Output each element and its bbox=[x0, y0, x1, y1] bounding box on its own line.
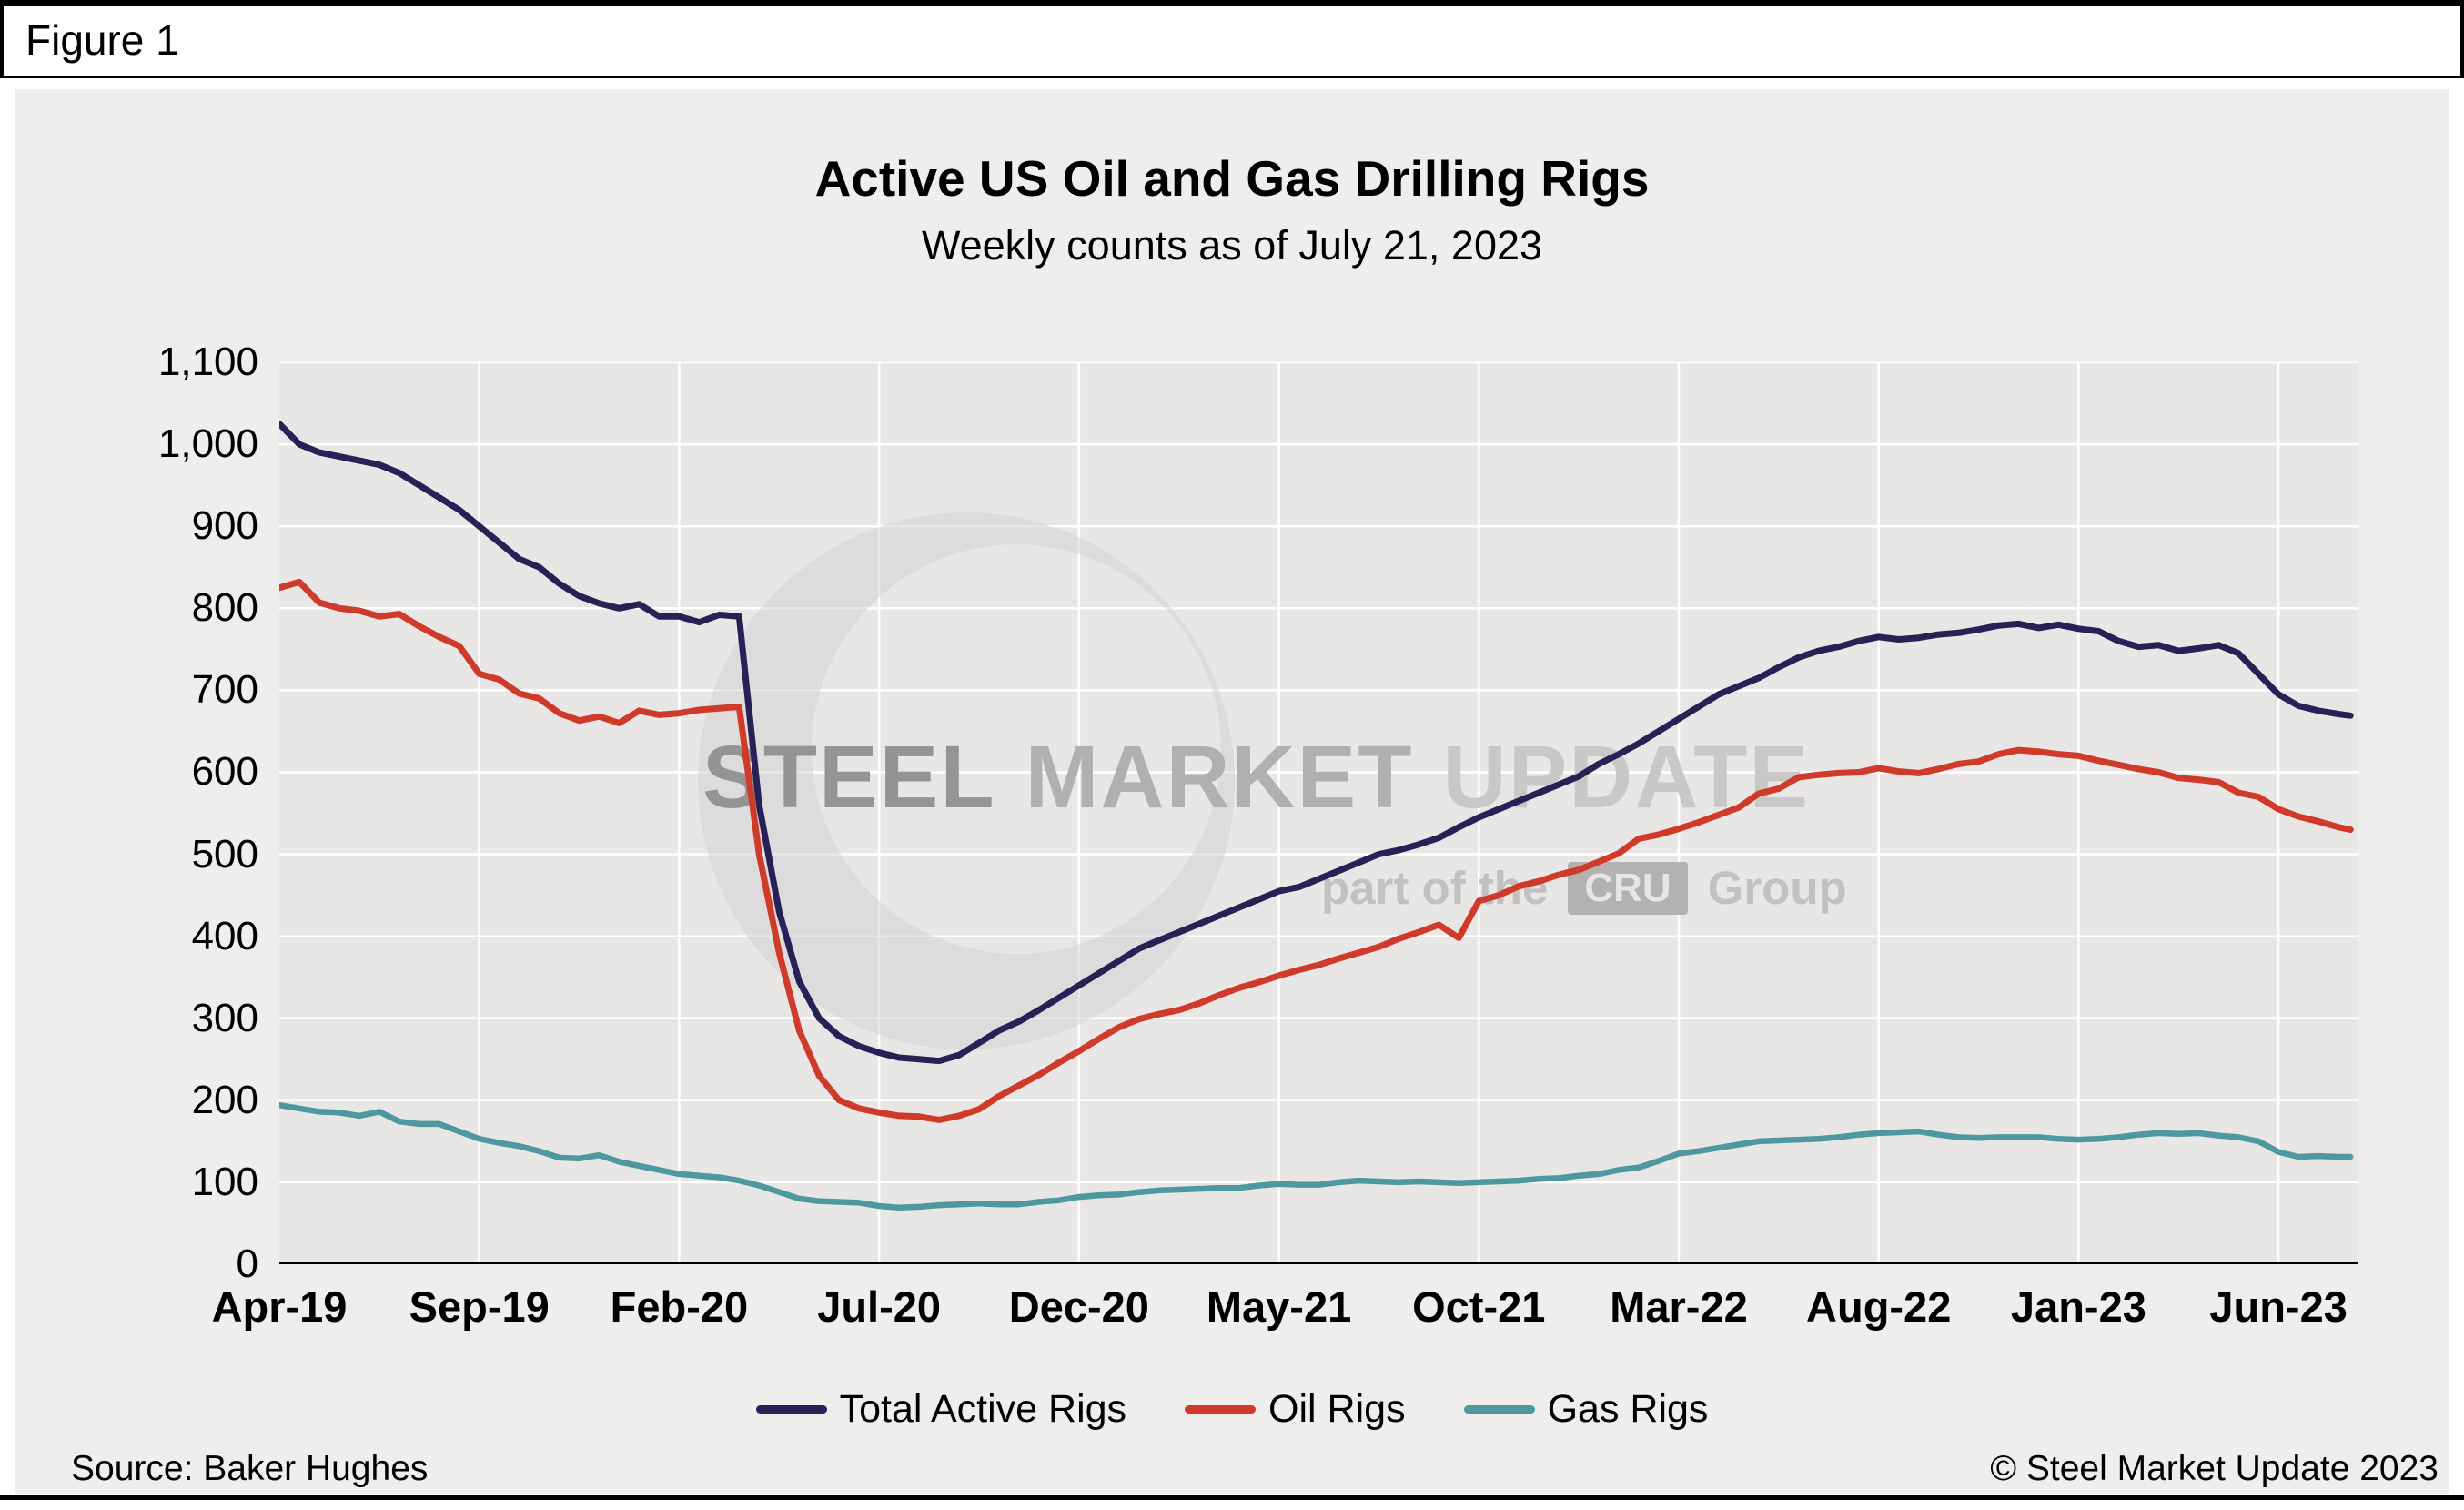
chart-subtitle: Weekly counts as of July 21, 2023 bbox=[921, 222, 1543, 269]
legend-label: Gas Rigs bbox=[1547, 1387, 1709, 1431]
x-axis-tick-label: Jun-23 bbox=[2209, 1282, 2348, 1331]
x-axis-tick-label: Aug-22 bbox=[1806, 1282, 1952, 1331]
x-axis-tick-label: Mar-22 bbox=[1610, 1282, 1748, 1331]
legend-item: Gas Rigs bbox=[1463, 1387, 1709, 1432]
source-note: Source: Baker Hughes bbox=[71, 1449, 429, 1488]
copyright-note: © Steel Market Update 2023 bbox=[1990, 1449, 2439, 1488]
legend-item: Oil Rigs bbox=[1185, 1387, 1406, 1432]
x-axis-tick-label: Oct-21 bbox=[1412, 1282, 1546, 1331]
figure-header: Figure 1 bbox=[0, 0, 2464, 78]
x-axis-tick-label: Jan-23 bbox=[2010, 1282, 2146, 1331]
x-axis-tick-label: Feb-20 bbox=[610, 1282, 749, 1331]
y-axis-tick-label: 100 bbox=[191, 1159, 258, 1204]
x-axis-tick-label: Sep-19 bbox=[409, 1282, 550, 1331]
chart-title: Active US Oil and Gas Drilling Rigs bbox=[814, 150, 1650, 207]
legend-label: Total Active Rigs bbox=[839, 1387, 1127, 1431]
y-axis-tick-label: 600 bbox=[191, 749, 258, 795]
plot-area bbox=[279, 362, 2358, 1264]
series-lines-layer bbox=[279, 421, 2358, 1264]
y-axis-tick-label: 900 bbox=[191, 503, 258, 549]
y-axis-tick-label: 400 bbox=[191, 913, 258, 958]
y-axis-tick-label: 0 bbox=[236, 1241, 258, 1286]
figure-label: Figure 1 bbox=[25, 16, 179, 64]
gridlines-layer bbox=[279, 362, 2358, 1264]
legend-line-swatch bbox=[755, 1405, 827, 1414]
y-axis-tick-label: 1,000 bbox=[157, 421, 258, 467]
legend-label: Oil Rigs bbox=[1268, 1387, 1406, 1431]
x-axis-tick-label: May-21 bbox=[1206, 1282, 1352, 1331]
y-axis-tick-label: 1,100 bbox=[157, 339, 258, 384]
legend-item: Total Active Rigs bbox=[755, 1387, 1127, 1432]
y-axis-tick-label: 200 bbox=[191, 1077, 258, 1122]
y-axis-tick-label: 700 bbox=[191, 667, 258, 713]
y-axis-tick-label: 500 bbox=[191, 831, 258, 877]
y-axis-tick-label: 300 bbox=[191, 995, 258, 1040]
legend-line-swatch bbox=[1463, 1405, 1535, 1414]
x-axis-tick-label: Jul-20 bbox=[817, 1282, 942, 1331]
x-axis-tick-label: Apr-19 bbox=[211, 1282, 348, 1331]
legend-line-swatch bbox=[1185, 1405, 1257, 1414]
x-axis-tick-label: Dec-20 bbox=[1008, 1282, 1149, 1331]
y-axis-tick-label: 800 bbox=[191, 585, 258, 631]
bottom-rule bbox=[0, 1495, 2464, 1500]
legend: Total Active Rigs Oil Rigs Gas Rigs bbox=[0, 1387, 2464, 1432]
